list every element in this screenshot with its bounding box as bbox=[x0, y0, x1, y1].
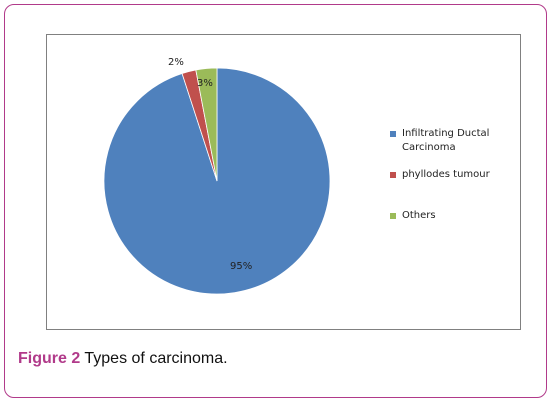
legend-swatch-infiltrating-ductal bbox=[390, 131, 396, 137]
slice-label-infiltrating-ductal: 95% bbox=[230, 261, 253, 272]
legend-label-infiltrating-ductal-line2: Carcinoma bbox=[402, 142, 456, 153]
pie-slice-others bbox=[195, 67, 218, 182]
legend-swatch-others bbox=[390, 213, 396, 219]
chart-area: 95% 2% 3% Infiltrating Ductal Carcinoma … bbox=[46, 34, 521, 330]
legend-swatch-phyllodes bbox=[390, 172, 396, 178]
legend-item-infiltrating-ductal: Infiltrating Ductal Carcinoma bbox=[390, 127, 518, 155]
figure-caption: Figure 2 Types of carcinoma. bbox=[18, 350, 228, 368]
legend-label-infiltrating-ductal-line1: Infiltrating Ductal bbox=[402, 128, 490, 139]
pie-slice-infiltrating-ductal bbox=[103, 67, 331, 295]
legend-label-others: Others bbox=[402, 210, 436, 221]
figure-frame: 95% 2% 3% Infiltrating Ductal Carcinoma … bbox=[4, 4, 547, 398]
caption-text: Types of carcinoma. bbox=[84, 350, 228, 367]
figure-label: Figure 2 bbox=[18, 350, 81, 367]
pie-chart bbox=[103, 67, 331, 295]
slice-label-phyllodes: 2% bbox=[168, 57, 184, 68]
legend-label-phyllodes: phyllodes tumour bbox=[402, 169, 490, 180]
chart-legend: Infiltrating Ductal Carcinoma phyllodes … bbox=[390, 127, 518, 223]
legend-item-phyllodes: phyllodes tumour bbox=[390, 168, 518, 182]
legend-item-others: Others bbox=[390, 209, 518, 223]
slice-label-others: 3% bbox=[197, 78, 213, 89]
